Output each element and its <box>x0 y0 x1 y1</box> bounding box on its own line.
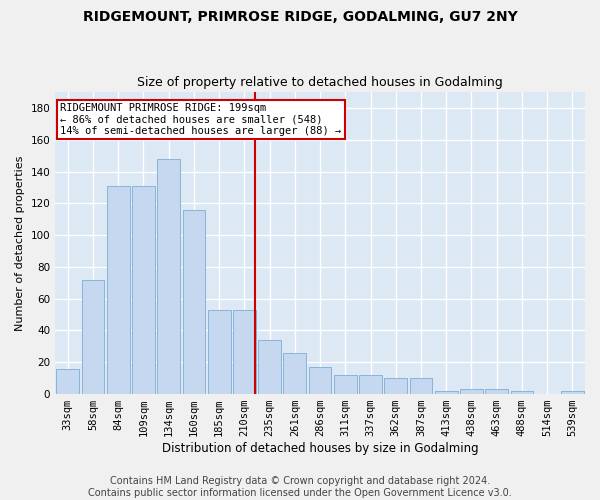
Bar <box>561 391 584 394</box>
Bar <box>309 367 331 394</box>
Y-axis label: Number of detached properties: Number of detached properties <box>15 156 25 331</box>
Bar <box>334 375 356 394</box>
Bar <box>485 390 508 394</box>
Bar <box>511 391 533 394</box>
Bar <box>460 390 483 394</box>
X-axis label: Distribution of detached houses by size in Godalming: Distribution of detached houses by size … <box>162 442 478 455</box>
Bar <box>208 310 230 394</box>
Bar <box>82 280 104 394</box>
Bar <box>385 378 407 394</box>
Bar <box>182 210 205 394</box>
Bar <box>157 159 180 394</box>
Bar <box>359 375 382 394</box>
Bar <box>107 186 130 394</box>
Bar <box>283 353 306 394</box>
Bar <box>233 310 256 394</box>
Text: RIDGEMOUNT, PRIMROSE RIDGE, GODALMING, GU7 2NY: RIDGEMOUNT, PRIMROSE RIDGE, GODALMING, G… <box>83 10 517 24</box>
Text: Contains HM Land Registry data © Crown copyright and database right 2024.
Contai: Contains HM Land Registry data © Crown c… <box>88 476 512 498</box>
Bar <box>258 340 281 394</box>
Bar <box>435 391 458 394</box>
Bar <box>132 186 155 394</box>
Text: RIDGEMOUNT PRIMROSE RIDGE: 199sqm
← 86% of detached houses are smaller (548)
14%: RIDGEMOUNT PRIMROSE RIDGE: 199sqm ← 86% … <box>61 102 342 136</box>
Bar <box>410 378 433 394</box>
Title: Size of property relative to detached houses in Godalming: Size of property relative to detached ho… <box>137 76 503 90</box>
Bar <box>56 368 79 394</box>
